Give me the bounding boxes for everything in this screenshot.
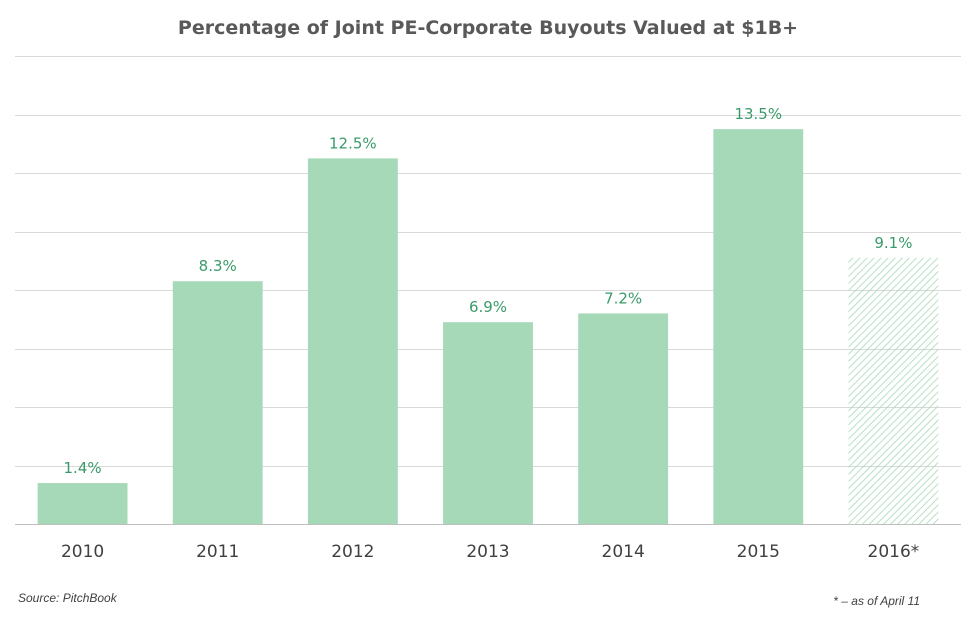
category-label: 2016* <box>868 542 920 562</box>
data-label: 12.5% <box>329 134 377 152</box>
bar-2011 <box>172 281 263 524</box>
bar-2014 <box>578 313 669 524</box>
bar-2016-projected <box>848 257 939 524</box>
category-label: 2012 <box>331 542 374 562</box>
source-note: Source: PitchBook <box>18 591 118 605</box>
bar-2010 <box>37 483 128 524</box>
data-label: 7.2% <box>604 289 642 307</box>
bars <box>37 129 939 524</box>
bar-2015 <box>713 129 804 524</box>
category-labels: 2010 2011 2012 2013 2014 2015 2016* <box>61 542 919 562</box>
category-label: 2015 <box>737 542 780 562</box>
data-labels: 1.4% 8.3% 12.5% 6.9% 7.2% 13.5% 9.1% <box>64 105 913 477</box>
gridlines <box>15 56 961 525</box>
data-label: 8.3% <box>199 257 237 275</box>
data-label: 13.5% <box>734 105 782 123</box>
bar-2013 <box>443 322 533 524</box>
category-label: 2013 <box>466 542 509 562</box>
category-label: 2010 <box>61 542 104 562</box>
data-label: 9.1% <box>874 234 912 252</box>
chart-title: Percentage of Joint PE-Corporate Buyouts… <box>178 17 798 39</box>
category-label: 2014 <box>602 542 645 562</box>
data-label: 6.9% <box>469 298 507 316</box>
data-label: 1.4% <box>64 459 102 477</box>
category-label: 2011 <box>196 542 239 562</box>
footnote: * – as of April 11 <box>833 594 920 608</box>
bar-2012 <box>307 158 398 524</box>
